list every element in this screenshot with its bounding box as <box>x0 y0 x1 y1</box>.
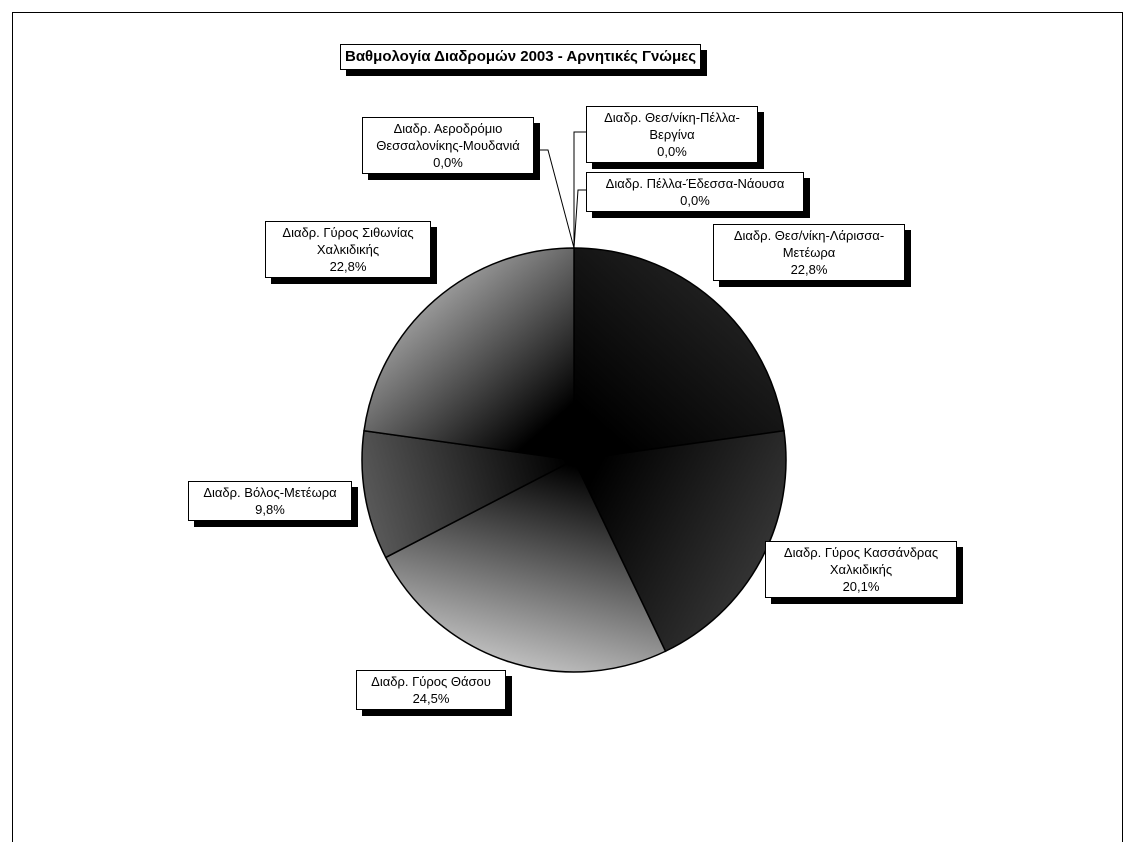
leader-line-2 <box>540 149 575 249</box>
pie-slice-5 <box>361 429 577 559</box>
slice-label-1: Διαδρ. Πέλλα-Έδεσσα-Νάουσα 0,0% <box>586 172 804 212</box>
leader-line-0 <box>573 131 586 248</box>
pie-slices <box>361 247 787 673</box>
chart-frame <box>12 12 1123 842</box>
slice-label-text: Διαδρ. Γύρος Σιθωνίας <box>282 225 414 240</box>
slice-value-text: 24,5% <box>412 691 450 706</box>
pie-slice-2 <box>573 247 785 461</box>
slice-label-4: Διαδρ. Γύρος Θάσου 24,5% <box>356 670 506 710</box>
slice-label-text: Χαλκιδικής <box>829 562 893 577</box>
slice-label-text: Διαδρ. Γύρος Κασσάνδρας <box>783 545 939 560</box>
chart-title: Βαθμολογία Διαδρομών 2003 - Αρνητικές Γν… <box>340 44 702 70</box>
slice-label-text: Διαδρ. Θεσ/νίκη-Πέλλα- <box>604 110 740 125</box>
slice-value-text: 0,0% <box>657 144 687 159</box>
slice-label-0: Διαδρ. Θεσ/νίκη-Πέλλα- Βεργίνα 0,0% <box>586 106 758 163</box>
pie-slice-3 <box>572 429 787 653</box>
slice-label-text: Θεσσαλονίκης-Μουδανιά <box>376 138 520 153</box>
slice-value-text: 0,0% <box>433 155 463 170</box>
slice-value-text: 0,0% <box>680 193 710 208</box>
slice-label-text: Βεργίνα <box>649 127 695 142</box>
slice-label-2: Διαδρ. Θεσ/νίκη-Λάρισσα- Μετέωρα 22,8% <box>713 224 905 281</box>
slice-value-text: 22,8% <box>329 259 367 274</box>
slice-value-text: 9,8% <box>255 502 285 517</box>
pie-slice-6 <box>363 247 575 461</box>
slice-value-text: 20,1% <box>842 579 880 594</box>
slice-label-5: Διαδρ. Βόλος-Μετέωρα 9,8% <box>188 481 352 521</box>
leader-line-1 <box>573 189 586 249</box>
slice-label-text: Μετέωρα <box>782 245 836 260</box>
slice-label-text: Διαδρ. Αεροδρόμιο <box>393 121 503 136</box>
slice-label-text: Χαλκιδικής <box>316 242 380 257</box>
slice-label-text: Διαδρ. Θεσ/νίκη-Λάρισσα- <box>733 228 885 243</box>
leader-lines <box>540 131 586 249</box>
slice-label-3: Διαδρ. Γύρος Κασσάνδρας Χαλκιδικής 20,1% <box>765 541 957 598</box>
slice-label-6: Διαδρ. Γύρος Σιθωνίας Χαλκιδικής 22,8% <box>265 221 431 278</box>
slice-label-text: Διαδρ. Γύρος Θάσου <box>371 674 491 689</box>
pie-slice-4 <box>384 458 667 673</box>
slice-value-text: 22,8% <box>790 262 828 277</box>
slice-label-text: Διαδρ. Πέλλα-Έδεσσα-Νάουσα <box>605 176 785 191</box>
slice-label-text: Διαδρ. Βόλος-Μετέωρα <box>203 485 337 500</box>
slice-label-7: Διαδρ. Αεροδρόμιο Θεσσαλονίκης-Μουδανιά 0,… <box>362 117 534 174</box>
